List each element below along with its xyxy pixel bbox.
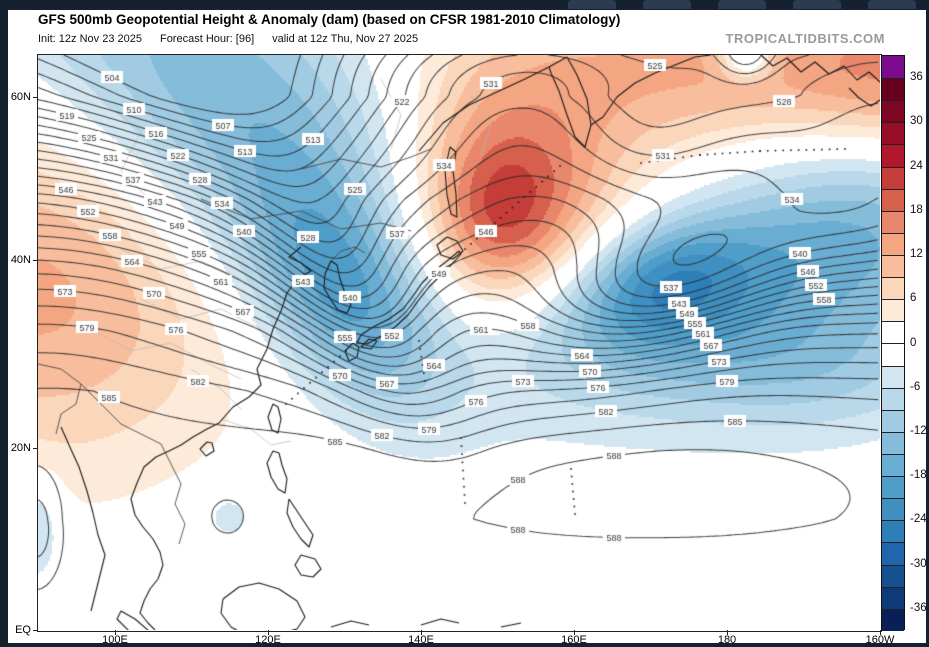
- lon-tick-mark: [268, 630, 269, 635]
- colorbar-tick-label: 18: [910, 203, 923, 216]
- colorbar-segment: [882, 542, 904, 565]
- tab-fragment: [868, 0, 916, 9]
- colorbar-segment: [882, 453, 904, 477]
- colorbar-segment: [882, 188, 904, 211]
- colorbar-tick-label: -18: [910, 469, 927, 482]
- colorbar-tick-label: 36: [910, 71, 923, 84]
- contour-map-canvas: [38, 55, 880, 630]
- colorbar-segment: [882, 210, 904, 233]
- colorbar-segment: [882, 78, 904, 101]
- lat-tick-mark: [33, 260, 38, 261]
- colorbar-segment: [882, 232, 904, 255]
- colorbar-segment: [882, 564, 904, 587]
- lat-tick-label: 20N: [10, 442, 31, 454]
- colorbar-segment: [882, 608, 904, 631]
- lon-tick-label: 180: [717, 634, 737, 646]
- tab-fragment: [568, 0, 616, 9]
- map-subtitle: Init: 12z Nov 23 2025 Forecast Hour: [96]…: [38, 33, 436, 45]
- colorbar-tick-label: -12: [910, 424, 927, 437]
- colorbar-segment: [882, 520, 904, 543]
- colorbar-tick-label: 30: [910, 115, 923, 128]
- init-time-label: Init: 12z Nov 23 2025: [38, 33, 142, 45]
- colorbar-segment: [882, 586, 904, 609]
- colorbar-segment: [882, 254, 904, 278]
- lon-tick-mark: [115, 630, 116, 635]
- valid-time-label: valid at 12z Thu, Nov 27 2025: [272, 33, 419, 45]
- lat-tick-label: 60N: [10, 91, 31, 103]
- colorbar-segment: [882, 498, 904, 521]
- lat-tick-label: 40N: [10, 254, 31, 266]
- colorbar-segment: [882, 299, 904, 322]
- colorbar-tick-label: -36: [910, 601, 927, 614]
- lat-tick-label: EQ: [15, 624, 31, 636]
- lon-tick-label: 140E: [408, 634, 434, 646]
- lon-tick-label: 160E: [561, 634, 587, 646]
- colorbar-segment: [882, 56, 904, 79]
- lat-tick-mark: [33, 630, 38, 631]
- browser-tab-fragments: [0, 0, 929, 9]
- colorbar-segment: [882, 144, 904, 167]
- tab-fragment: [718, 0, 766, 9]
- colorbar-segment: [882, 409, 904, 432]
- tab-fragment: [793, 0, 841, 9]
- colorbar-segment: [882, 100, 904, 123]
- lon-tick-label: 100E: [102, 634, 128, 646]
- lon-tick-mark: [574, 630, 575, 635]
- colorbar-segment: [882, 476, 904, 499]
- lon-tick-mark: [880, 630, 881, 635]
- colorbar-tick-label: -24: [910, 513, 927, 526]
- colorbar-segment: [882, 321, 904, 344]
- colorbar-segment: [882, 122, 904, 145]
- lon-tick-label: 160W: [865, 634, 895, 646]
- colorbar-tick-label: 6: [910, 292, 917, 305]
- colorbar-segment: [882, 387, 904, 410]
- lon-tick-mark: [421, 630, 422, 635]
- lat-tick-mark: [33, 97, 38, 98]
- colorbar-segment: [882, 277, 904, 300]
- colorbar-tick-label: -6: [910, 380, 921, 393]
- colorbar-tick-label: -30: [910, 557, 927, 570]
- tab-fragment: [643, 0, 691, 9]
- forecast-hour-label: Forecast Hour: [96]: [159, 33, 255, 45]
- colorbar-tick-label: 0: [910, 336, 917, 349]
- colorbar-tick-label: 24: [910, 159, 923, 172]
- colorbar-segment: [882, 166, 904, 189]
- anomaly-colorbar: [881, 55, 905, 631]
- colorbar-segment: [882, 343, 904, 366]
- map-title: GFS 500mb Geopotential Height & Anomaly …: [38, 12, 621, 27]
- lon-tick-mark: [727, 630, 728, 635]
- colorbar-segment: [882, 431, 904, 454]
- lon-tick-label: 120E: [255, 634, 281, 646]
- colorbar-segment: [882, 365, 904, 388]
- colorbar-tick-label: 12: [910, 248, 923, 261]
- lat-tick-mark: [33, 448, 38, 449]
- tropicaltidbits-watermark: TROPICALTIDBITS.COM: [725, 31, 885, 46]
